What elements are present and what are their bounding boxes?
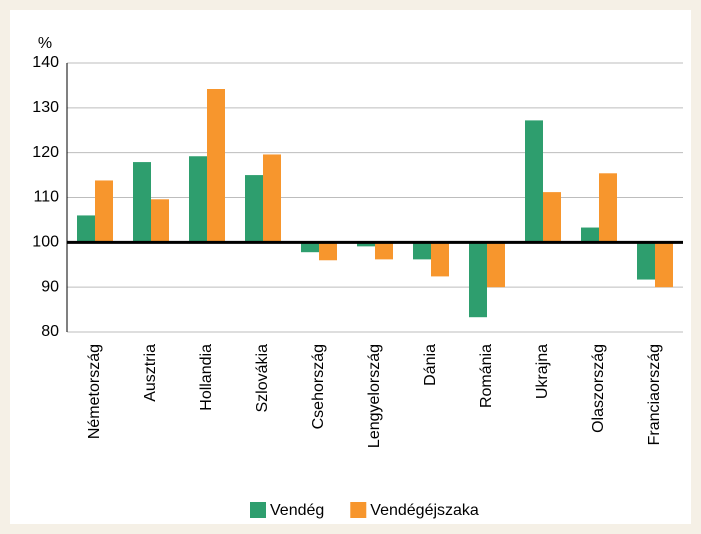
legend-swatch xyxy=(350,502,367,518)
y-tick-label: 110 xyxy=(33,189,59,206)
bar xyxy=(301,242,319,253)
x-tick-label: Olaszország xyxy=(590,344,607,433)
x-tick-label: Lengyelország xyxy=(366,344,383,448)
bar xyxy=(413,242,431,260)
bar xyxy=(245,175,263,243)
bar xyxy=(637,242,655,280)
legend-label: Vendégéjszaka xyxy=(370,502,479,519)
y-tick-label: 80 xyxy=(41,323,59,340)
bar xyxy=(581,227,599,243)
bar xyxy=(599,173,617,243)
bar xyxy=(133,162,151,243)
bar xyxy=(95,180,113,243)
y-axis-label: % xyxy=(38,35,52,52)
y-tick-label: 130 xyxy=(32,99,59,116)
x-tick-label: Ukrajna xyxy=(534,344,551,399)
bar xyxy=(375,242,393,260)
bar xyxy=(319,242,337,261)
bar xyxy=(469,242,487,318)
y-tick-label: 90 xyxy=(41,278,59,295)
x-tick-label: Hollandia xyxy=(198,344,215,411)
bar xyxy=(431,242,449,277)
bar xyxy=(525,120,543,243)
y-tick-label: 100 xyxy=(32,234,59,251)
bar xyxy=(77,215,95,243)
x-tick-label: Németország xyxy=(86,344,103,439)
x-tick-label: Csehország xyxy=(310,344,327,429)
bar xyxy=(207,89,225,243)
legend-swatch xyxy=(250,502,266,518)
bar xyxy=(263,154,281,243)
bar xyxy=(357,242,375,247)
x-tick-label: Románia xyxy=(478,344,495,408)
y-tick-label: 140 xyxy=(32,54,59,71)
x-tick-label: Dánia xyxy=(422,344,439,386)
bar xyxy=(655,242,673,288)
x-tick-label: Szlovákia xyxy=(254,344,271,413)
x-tick-label: Franciaország xyxy=(646,344,663,445)
legend-label: Vendég xyxy=(270,502,324,519)
y-tick-label: 120 xyxy=(32,144,59,161)
bar xyxy=(487,242,505,288)
chart-panel xyxy=(10,10,691,524)
bar xyxy=(189,156,207,243)
x-tick-label: Ausztria xyxy=(142,344,159,402)
bar xyxy=(543,192,561,243)
bar xyxy=(151,199,169,243)
